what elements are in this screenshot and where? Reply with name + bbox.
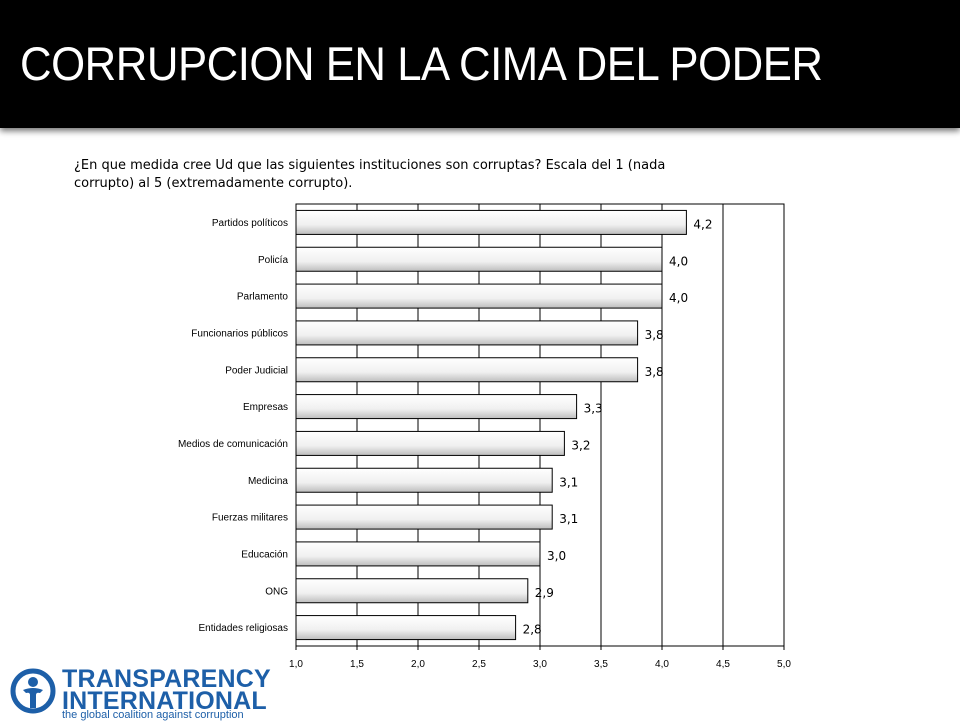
logo-text-line1: TRANSPARENCY — [62, 665, 271, 693]
bar — [295, 578, 529, 604]
x-tick-label: 4,5 — [716, 659, 730, 670]
chart-ticks: 1,0 1,5 2,0 2,5 3,0 3,5 4,0 4,5 5,0 — [289, 646, 791, 670]
x-tick-label: 2,0 — [411, 659, 425, 670]
logo-text-line2: INTERNATIONAL — [62, 687, 267, 715]
x-tick-label: 1,5 — [350, 659, 364, 670]
value-label: 3,1 — [559, 475, 578, 489]
category-label: Partidos políticos — [212, 218, 288, 229]
x-tick-label: 5,0 — [777, 659, 791, 670]
bar — [295, 246, 663, 272]
bar — [295, 320, 639, 346]
value-label: 3,0 — [547, 549, 566, 563]
x-tick-label: 1,0 — [289, 659, 303, 670]
bar — [295, 430, 565, 456]
value-label: 3,1 — [559, 512, 578, 526]
value-label: 3,8 — [645, 328, 664, 342]
category-label: Medios de comunicación — [178, 439, 288, 450]
chart-grid — [356, 204, 724, 646]
title-bar: CORRUPCION EN LA CIMA DEL PODER — [0, 0, 960, 128]
category-label: Educación — [241, 549, 288, 560]
x-tick-label: 3,0 — [533, 659, 547, 670]
x-tick-label: 2,5 — [472, 659, 486, 670]
category-label: Empresas — [243, 402, 288, 413]
value-label: 4,0 — [669, 254, 688, 268]
bar — [295, 394, 578, 420]
bar — [295, 615, 517, 641]
bar — [295, 283, 663, 309]
bar — [295, 504, 553, 530]
x-tick-label: 4,0 — [655, 659, 669, 670]
category-label: Medicina — [248, 476, 288, 487]
value-label: 3,2 — [571, 438, 590, 452]
category-label: Policía — [258, 255, 288, 266]
value-label: 4,2 — [693, 217, 712, 231]
category-label: Funcionarios públicos — [191, 328, 288, 339]
category-label: Fuerzas militares — [212, 513, 288, 524]
bar — [295, 209, 687, 235]
value-label: 3,3 — [584, 402, 603, 416]
survey-question: ¿En que medida cree Ud que las siguiente… — [74, 158, 666, 191]
bar — [295, 357, 639, 383]
category-label: ONG — [265, 586, 288, 597]
category-label: Entidades religiosas — [199, 623, 289, 634]
slide-title: CORRUPCION EN LA CIMA DEL PODER — [20, 37, 823, 90]
chart-bars: Partidos políticos 4,2 Policía 4,0 Parlament… — [178, 209, 712, 641]
value-label: 4,0 — [669, 291, 688, 305]
logo-tagline: the global coalition against corruption — [62, 709, 244, 721]
value-label: 3,8 — [645, 365, 664, 379]
bar — [295, 541, 541, 567]
value-label: 2,8 — [523, 623, 542, 637]
x-tick-label: 3,5 — [594, 659, 608, 670]
value-label: 2,9 — [535, 586, 554, 600]
category-label: Poder Judicial — [225, 365, 288, 376]
transparency-international-logo: TRANSPARENCY INTERNATIONAL the global co… — [10, 664, 271, 721]
category-label: Parlamento — [237, 292, 289, 303]
globe-person-icon — [10, 668, 56, 714]
bar — [295, 467, 553, 493]
